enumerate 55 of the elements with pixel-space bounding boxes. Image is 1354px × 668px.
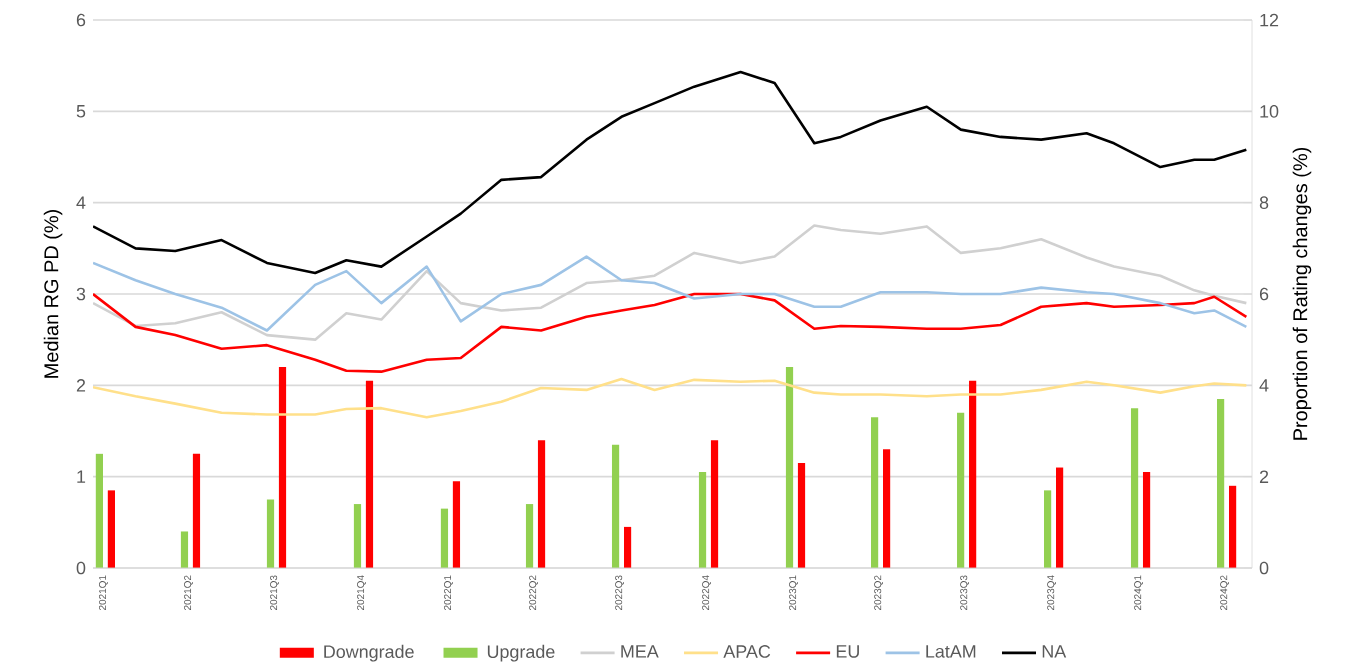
bar: [353, 504, 362, 568]
bar: [623, 526, 632, 568]
y-axis-title: Median RG PD (%): [43, 210, 63, 378]
y-tick-label: 3: [76, 287, 86, 301]
bar: [278, 367, 287, 568]
y2-tick-label: 10: [1260, 104, 1279, 118]
bar: [365, 380, 374, 568]
y-tick-label: 1: [77, 470, 86, 483]
line-series: [93, 255, 1248, 332]
y2-tick-label: 12: [1260, 13, 1279, 27]
bar: [266, 499, 275, 568]
y2-tick-label: 6: [1259, 287, 1269, 301]
y-tick-label: 0: [76, 561, 86, 575]
bar: [1229, 485, 1237, 568]
y-tick-label: 5: [76, 105, 86, 118]
y2-tick-label: 2: [1259, 470, 1269, 483]
legend-label: MEA: [621, 645, 659, 658]
legend-label: EU: [836, 645, 859, 658]
bar: [785, 367, 794, 568]
bar: [611, 444, 620, 568]
bar: [525, 504, 534, 568]
bar: [1056, 467, 1064, 568]
bar: [957, 412, 965, 568]
bar: [95, 453, 103, 568]
bar: [452, 481, 461, 568]
legend-label: Downgrade: [324, 644, 414, 662]
y-tick-label: 2: [76, 379, 86, 392]
bar: [107, 490, 115, 568]
bar: [192, 453, 201, 568]
legend-label: Upgrade: [487, 644, 555, 662]
bar: [1044, 490, 1052, 568]
line-series: [93, 377, 1248, 419]
bar: [698, 472, 707, 568]
legend-label: APAC: [723, 645, 771, 658]
y2-axis-title: Proportion of Rating changes (%): [1292, 147, 1312, 440]
bar: [871, 417, 879, 568]
legend-label: NA: [1042, 645, 1067, 658]
y-tick-label: 6: [76, 13, 86, 27]
bar: [1130, 408, 1139, 568]
line-series: [93, 70, 1248, 275]
y2-tick-label: 4: [1259, 379, 1269, 392]
bar: [537, 440, 546, 568]
y2-tick-label: 8: [1259, 196, 1269, 210]
bar: [1217, 399, 1225, 568]
y2-tick-label: 0: [1259, 561, 1269, 575]
bar: [797, 462, 806, 568]
bar: [883, 449, 891, 568]
bar: [710, 440, 719, 568]
y-tick-label: 4: [76, 196, 86, 209]
bar: [180, 531, 189, 568]
line-series: [93, 292, 1248, 373]
legend-label: LatAM: [926, 645, 976, 658]
bar: [969, 380, 977, 568]
bar: [1142, 472, 1151, 568]
bar: [440, 508, 449, 568]
